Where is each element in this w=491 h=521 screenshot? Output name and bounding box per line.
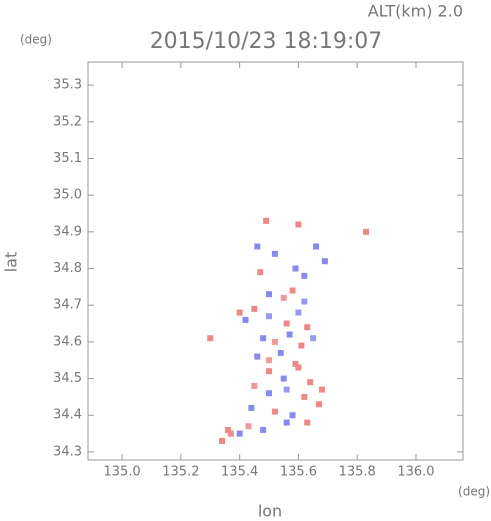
x-tick-label: 135.0 <box>103 465 140 480</box>
point <box>315 401 322 408</box>
y-tick-label: 34.8 <box>53 261 82 276</box>
point <box>271 250 278 257</box>
point <box>257 269 264 276</box>
y-axis-label: lat <box>2 252 21 273</box>
point <box>310 335 317 342</box>
point <box>271 408 278 415</box>
point <box>219 437 226 444</box>
point <box>271 338 278 345</box>
point <box>289 412 296 419</box>
point <box>248 404 255 411</box>
x-tick-label: 135.4 <box>221 465 258 480</box>
point <box>307 379 314 386</box>
point <box>318 386 325 393</box>
point <box>301 393 308 400</box>
point <box>280 375 287 382</box>
y-unit: (deg) <box>20 33 52 47</box>
point <box>283 419 290 426</box>
x-tick-label: 135.2 <box>162 465 199 480</box>
y-tick-label: 34.6 <box>53 334 82 349</box>
y-tick-label: 35.2 <box>53 114 82 129</box>
point <box>295 309 302 316</box>
point <box>254 353 261 360</box>
point <box>301 272 308 279</box>
point <box>277 349 284 356</box>
point <box>245 423 252 430</box>
plot-frame <box>87 61 464 461</box>
point <box>266 368 273 375</box>
point <box>266 313 273 320</box>
point <box>292 360 299 367</box>
point <box>251 382 258 389</box>
point <box>304 324 311 331</box>
point <box>295 221 302 228</box>
y-tick-label: 34.4 <box>53 408 82 423</box>
point <box>260 335 267 342</box>
chart-title: 2015/10/23 18:19:07 <box>150 29 383 54</box>
point <box>304 419 311 426</box>
point <box>363 228 370 235</box>
point <box>227 430 234 437</box>
altitude-label: ALT(km) 2.0 <box>368 2 463 21</box>
point <box>292 265 299 272</box>
point <box>251 305 258 312</box>
point <box>242 316 249 323</box>
x-tick-label: 136.0 <box>397 465 434 480</box>
point <box>266 291 273 298</box>
point <box>266 390 273 397</box>
point <box>280 294 287 301</box>
y-tick-label: 34.9 <box>53 224 82 239</box>
point <box>263 217 270 224</box>
point <box>266 357 273 364</box>
point <box>286 331 293 338</box>
point <box>289 287 296 294</box>
point <box>298 342 305 349</box>
y-tick-label: 34.5 <box>53 371 82 386</box>
point <box>283 386 290 393</box>
y-tick-label: 34.7 <box>53 298 82 313</box>
x-unit: (deg) <box>458 485 490 499</box>
point <box>224 426 231 433</box>
x-tick-label: 135.6 <box>280 465 317 480</box>
point <box>236 430 243 437</box>
y-tick-label: 35.3 <box>53 78 82 93</box>
y-tick-label: 35.0 <box>53 188 82 203</box>
x-tick-label: 135.8 <box>339 465 376 480</box>
point <box>254 243 261 250</box>
point <box>295 364 302 371</box>
point <box>236 309 243 316</box>
point <box>321 258 328 265</box>
point <box>283 320 290 327</box>
point <box>207 335 214 342</box>
point <box>301 298 308 305</box>
y-tick-label: 34.3 <box>53 444 82 459</box>
x-axis-label: lon <box>258 502 282 521</box>
point <box>260 426 267 433</box>
point <box>313 243 320 250</box>
y-tick-label: 35.1 <box>53 151 82 166</box>
